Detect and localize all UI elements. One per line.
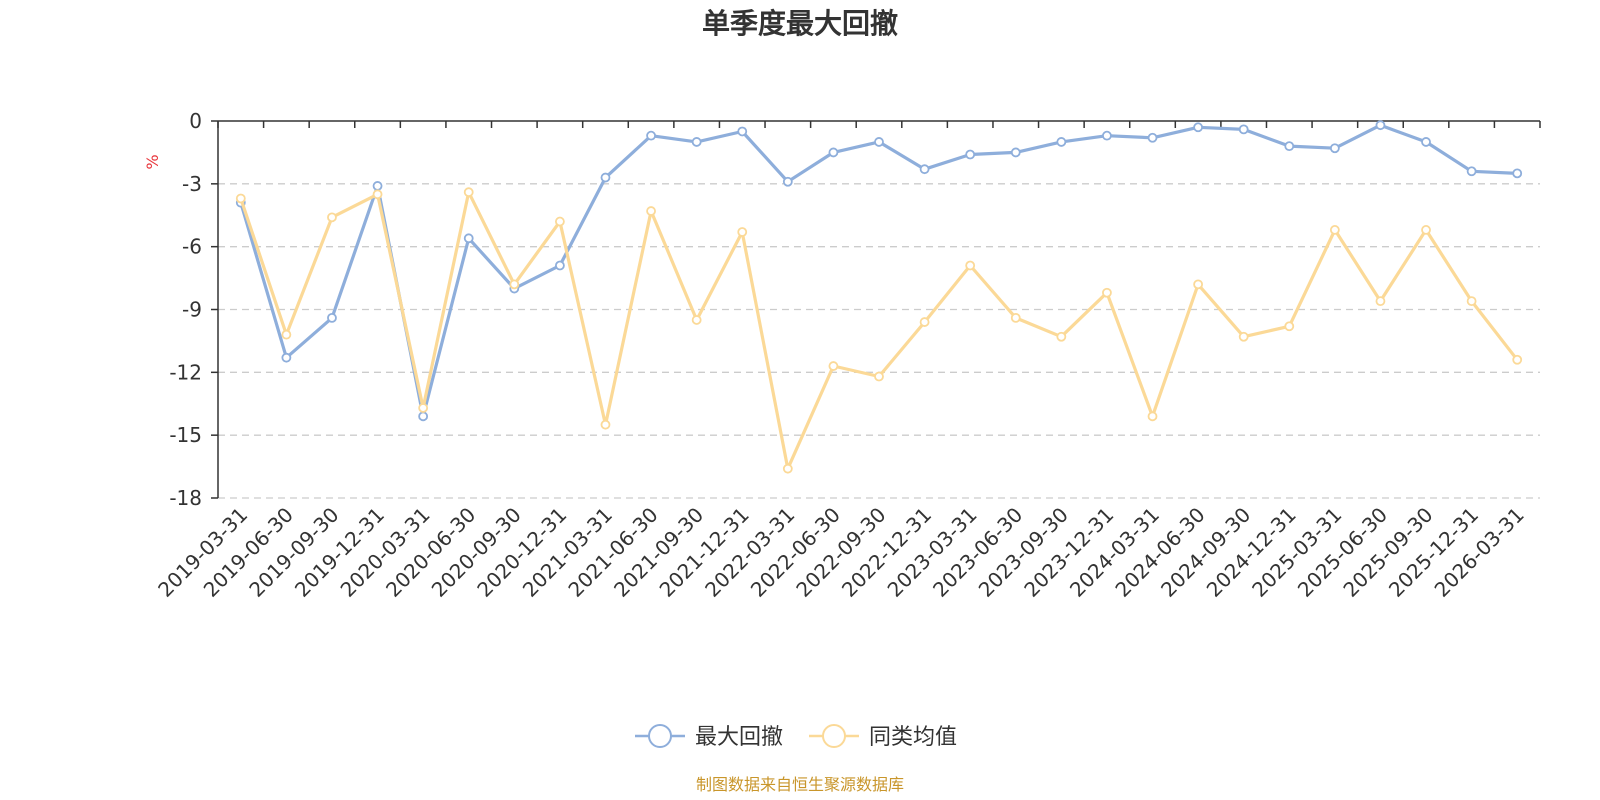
- data-point: [509, 279, 520, 290]
- axes: [211, 120, 1541, 499]
- data-point: [1421, 225, 1431, 235]
- data-point: [327, 212, 337, 223]
- y-tick-label: -6: [182, 235, 202, 259]
- data-point: [965, 149, 976, 160]
- data-point: [691, 315, 702, 325]
- data-point: [1329, 143, 1340, 154]
- data-point: [874, 137, 884, 147]
- legend-label: 同类均值: [869, 725, 957, 750]
- data-point: [554, 260, 565, 271]
- data-point: [1238, 331, 1249, 342]
- data-point: [646, 206, 656, 216]
- data-point: [965, 260, 976, 271]
- data-point: [1238, 124, 1249, 135]
- data-point: [1010, 312, 1021, 323]
- data-point: [1284, 141, 1295, 152]
- legend-label: 最大回撤: [695, 725, 783, 750]
- series-1: [235, 120, 1523, 422]
- data-point: [828, 361, 839, 371]
- y-tick-label: -9: [182, 298, 202, 322]
- series-layer: [235, 120, 1523, 474]
- legend-item-2[interactable]: 同类均值: [809, 724, 957, 750]
- data-point: [372, 189, 383, 200]
- x-tick-labels: 2019-03-312019-06-302019-09-302019-12-31…: [153, 503, 1529, 602]
- data-point: [1147, 132, 1158, 143]
- data-point: [919, 164, 930, 175]
- y-axis-unit-label: %: [143, 154, 162, 169]
- series-2: [235, 187, 1523, 474]
- data-point: [372, 181, 383, 191]
- data-point: [782, 176, 793, 187]
- data-point: [1421, 137, 1431, 147]
- data-point: [1284, 321, 1295, 332]
- data-point: [1329, 225, 1340, 235]
- data-point: [1375, 296, 1386, 307]
- data-point: [737, 126, 748, 137]
- data-point: [828, 147, 839, 158]
- series-line: [239, 190, 1519, 471]
- data-point: [1512, 354, 1523, 365]
- legend-item-1[interactable]: 最大回撤: [635, 724, 783, 750]
- y-tick-label: 0: [189, 109, 202, 133]
- data-point: [554, 216, 565, 227]
- data-point: [1193, 122, 1204, 133]
- data-point: [691, 137, 702, 147]
- data-point: [327, 312, 337, 323]
- data-point: [1010, 147, 1021, 158]
- data-point: [418, 403, 429, 413]
- y-tick-label: -15: [169, 423, 202, 447]
- data-point: [418, 411, 429, 422]
- data-point: [235, 193, 246, 204]
- data-point: [1056, 137, 1067, 147]
- data-point: [1056, 331, 1067, 342]
- chart-title: 单季度最大回撤: [702, 7, 898, 40]
- y-tick-label: -3: [182, 172, 202, 196]
- data-point: [1466, 166, 1477, 177]
- data-point: [874, 371, 884, 382]
- data-point: [1466, 296, 1477, 307]
- grid-lines: [218, 183, 1540, 499]
- data-point: [919, 317, 930, 327]
- y-tick-label: -12: [169, 360, 202, 384]
- data-point: [1375, 120, 1386, 131]
- data-point: [463, 187, 474, 198]
- data-point: [281, 329, 292, 340]
- legend-marker: [648, 724, 672, 748]
- legend-marker: [822, 724, 846, 748]
- data-point: [281, 352, 292, 363]
- data-point: [1512, 168, 1523, 179]
- data-point: [737, 227, 748, 237]
- y-tick-label: -18: [169, 486, 202, 510]
- legend[interactable]: 最大回撤 同类均值: [635, 724, 957, 750]
- data-point: [463, 233, 474, 244]
- data-point: [1102, 287, 1112, 298]
- data-point: [1147, 411, 1158, 422]
- data-point: [646, 130, 656, 141]
- data-point: [600, 172, 611, 183]
- data-source-note: 制图数据来自恒生聚源数据库: [696, 775, 904, 794]
- data-point: [1102, 130, 1112, 141]
- data-point: [1193, 279, 1204, 290]
- data-point: [600, 419, 611, 430]
- y-tick-labels: 0 -3 -6 -9 -12 -15 -18: [169, 109, 202, 510]
- data-point: [782, 463, 793, 474]
